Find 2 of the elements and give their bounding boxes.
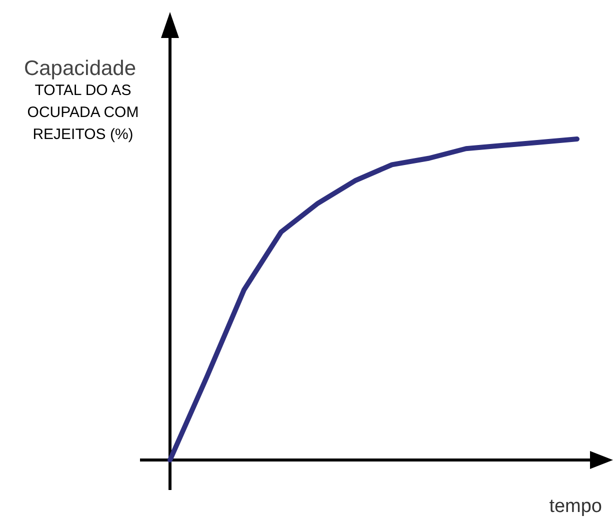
y-axis-title: Capacidade TOTAL DO AS OCUPADA COM REJEITOS (%) [24,57,139,143]
x-axis-title: tempo [549,496,602,517]
